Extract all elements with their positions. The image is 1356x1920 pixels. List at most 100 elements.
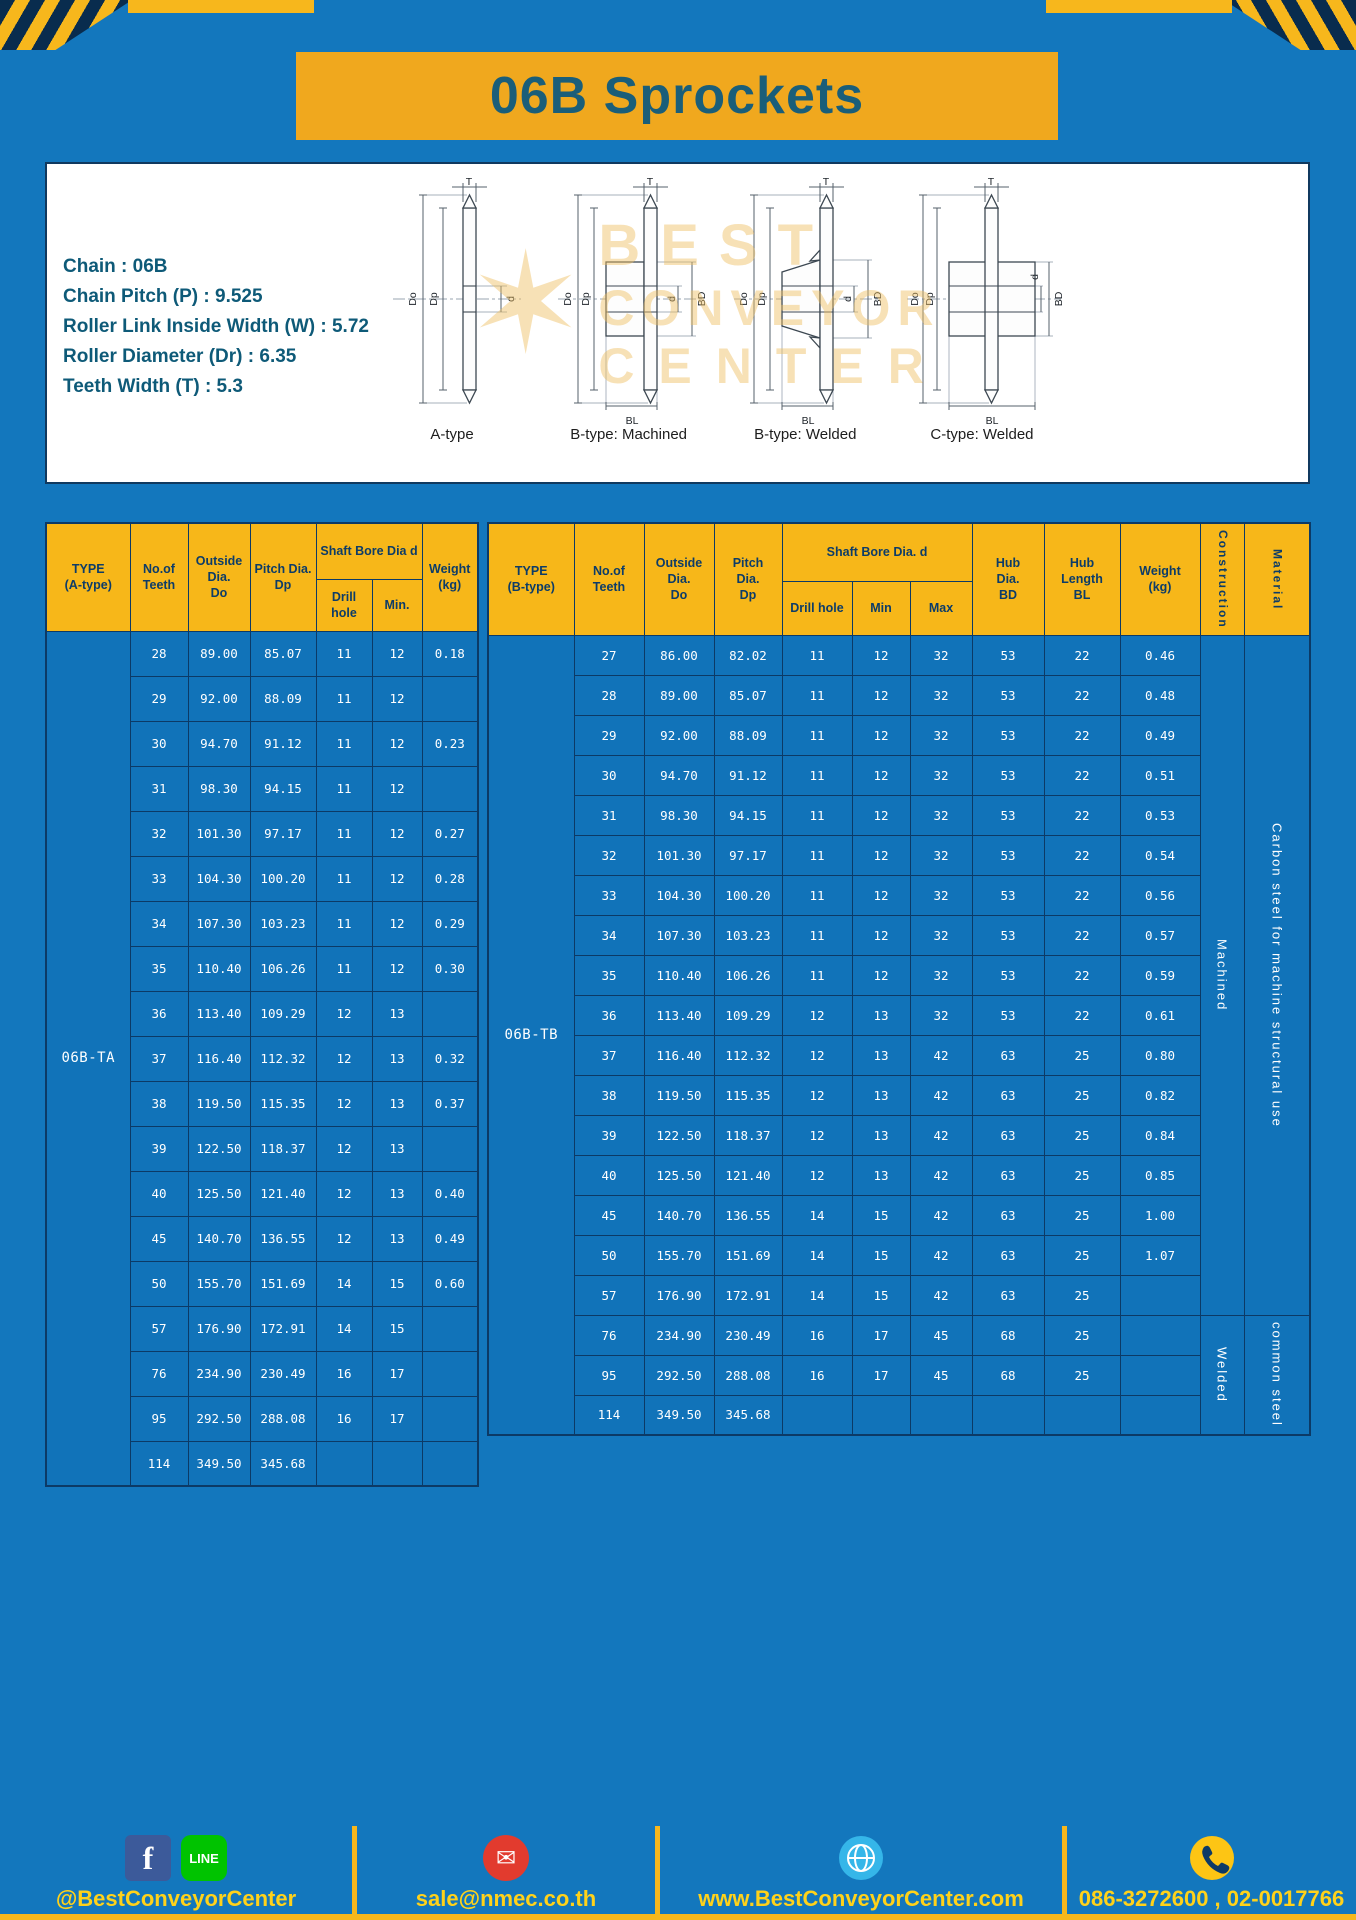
data-cell: 0.80 <box>1119 1034 1201 1076</box>
data-cell: 113.40 <box>187 990 251 1037</box>
data-cell: 22 <box>1043 794 1121 836</box>
data-cell: 136.55 <box>249 1215 317 1262</box>
data-cell: 0.85 <box>1119 1154 1201 1196</box>
table-row: 38 119.50 115.35 12 13 0.37 <box>46 1080 479 1127</box>
data-cell: 12 <box>781 1114 853 1156</box>
data-cell: 89.00 <box>643 674 715 716</box>
data-cell: 112.32 <box>249 1035 317 1082</box>
data-cell: 155.70 <box>643 1234 715 1276</box>
data-cell: 104.30 <box>187 855 251 902</box>
data-cell: 97.17 <box>249 810 317 857</box>
line-icon[interactable]: LINE <box>181 1835 227 1881</box>
data-cell: 94.70 <box>643 754 715 796</box>
data-cell: 32 <box>909 794 973 836</box>
data-cell: 22 <box>1043 994 1121 1036</box>
data-cell: 42 <box>909 1074 973 1116</box>
data-cell: 12 <box>371 630 423 677</box>
data-cell: 1.07 <box>1119 1234 1201 1276</box>
table-row: 31 98.30 94.15 11 12 <box>46 765 479 812</box>
footer-email-icons: ✉ <box>483 1835 529 1881</box>
data-cell: 32 <box>129 810 189 857</box>
table-row: 45 140.70 136.55 14 15 42 63 25 1.00 <box>488 1194 1310 1236</box>
data-cell: 45 <box>909 1354 973 1396</box>
data-cell: 32 <box>909 714 973 756</box>
data-cell: 101.30 <box>643 834 715 876</box>
data-cell: 37 <box>573 1034 645 1076</box>
table-row: 57 176.90 172.91 14 15 42 63 25 <box>488 1274 1310 1316</box>
data-cell: 42 <box>909 1194 973 1236</box>
data-cell: 76 <box>129 1350 189 1397</box>
data-cell: 292.50 <box>187 1395 251 1442</box>
data-cell: 116.40 <box>643 1034 715 1076</box>
data-cell: 12 <box>851 874 911 916</box>
data-cell: 31 <box>129 765 189 812</box>
data-cell <box>851 1394 911 1436</box>
data-cell: 0.30 <box>421 945 479 992</box>
footer-email-address[interactable]: sale@nmec.co.th <box>415 1886 597 1911</box>
table-row: 76 234.90 230.49 16 17 45 68 25 Welded common ste… <box>488 1314 1311 1436</box>
facebook-icon[interactable]: f <box>125 1835 171 1881</box>
data-cell: 115.35 <box>713 1074 783 1116</box>
data-cell: 13 <box>851 1114 911 1156</box>
data-cell: 12 <box>371 855 423 902</box>
data-cell: 0.46 <box>1119 634 1201 676</box>
email-icon[interactable]: ✉ <box>483 1835 529 1881</box>
data-cell: 32 <box>909 954 973 996</box>
data-cell: 12 <box>851 714 911 756</box>
data-cell: 11 <box>781 754 853 796</box>
data-cell: 11 <box>781 834 853 876</box>
table-row: 76 234.90 230.49 16 17 <box>46 1350 479 1397</box>
data-cell: 17 <box>851 1354 911 1396</box>
dim-d-label: d <box>1029 274 1041 280</box>
data-cell: 63 <box>971 1034 1045 1076</box>
data-cell: 234.90 <box>643 1314 715 1356</box>
data-cell <box>1119 1354 1201 1396</box>
data-cell <box>1119 1314 1201 1356</box>
table-row: 40 125.50 121.40 12 13 42 63 25 0.85 <box>488 1154 1310 1196</box>
data-cell: 22 <box>1043 914 1121 956</box>
sprocket-drawing-b-machined-icon: T Do Dp d BD BL <box>557 176 707 424</box>
data-cell: 38 <box>129 1080 189 1127</box>
spec-line-roller-width: Roller Link Inside Width (W) : 5.72 <box>63 316 369 337</box>
data-cell: 16 <box>315 1350 373 1397</box>
data-cell: 0.49 <box>421 1215 479 1262</box>
data-cell: 45 <box>573 1194 645 1236</box>
data-cell: 11 <box>315 810 373 857</box>
data-cell: 0.23 <box>421 720 479 767</box>
data-cell: 155.70 <box>187 1260 251 1307</box>
sprocket-drawings: T Do Dp d A-type <box>367 174 1067 474</box>
data-cell: 37 <box>129 1035 189 1082</box>
data-cell: 17 <box>371 1395 423 1442</box>
spec-panel: Chain : 06B Chain Pitch (P) : 9.525 Roll… <box>45 162 1310 484</box>
data-cell: 11 <box>781 914 853 956</box>
data-cell: 0.18 <box>421 630 479 677</box>
data-cell: 12 <box>315 990 373 1037</box>
data-cell: 106.26 <box>249 945 317 992</box>
data-cell: 32 <box>909 754 973 796</box>
data-cell: 25 <box>1043 1314 1121 1356</box>
table-row: 32 101.30 97.17 11 12 32 53 22 0.54 <box>488 834 1310 876</box>
data-cell: 12 <box>851 634 911 676</box>
data-cell: 12 <box>315 1215 373 1262</box>
data-cell: 95 <box>129 1395 189 1442</box>
data-cell: 12 <box>781 994 853 1036</box>
table-row: 95 292.50 288.08 16 17 45 68 25 <box>488 1354 1310 1396</box>
data-cell: 12 <box>371 765 423 812</box>
data-cell <box>421 1440 479 1487</box>
data-cell: 34 <box>573 914 645 956</box>
footer-website-url[interactable]: www.BestConveyorCenter.com <box>698 1886 1024 1911</box>
footer-phone-numbers[interactable]: 086-3272600 , 02-0017766 <box>1078 1886 1345 1911</box>
sprocket-drawing-c-welded-icon: T Do Dp d BD BL <box>906 176 1065 424</box>
data-cell <box>421 675 479 722</box>
footer-social-handle[interactable]: @BestConveyorCenter <box>55 1886 297 1911</box>
data-cell: 25 <box>1043 1354 1121 1396</box>
globe-icon[interactable] <box>838 1835 884 1881</box>
data-cell: 0.37 <box>421 1080 479 1127</box>
data-cell: 11 <box>315 900 373 947</box>
col-material: Material <box>1243 522 1311 636</box>
data-cell: 22 <box>1043 754 1121 796</box>
data-cell: 63 <box>971 1274 1045 1316</box>
data-cell: 92.00 <box>187 675 251 722</box>
phone-icon[interactable] <box>1189 1835 1235 1881</box>
